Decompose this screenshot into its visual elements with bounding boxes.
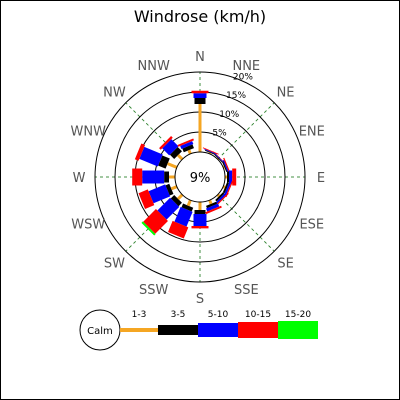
legend-swatch-1-3 [120,328,158,332]
bar-se-5-10 [215,192,227,204]
bar-sw-10-15 [143,209,168,234]
bar-nw-3-5 [169,146,182,159]
direction-label-ese: ESE [299,217,324,232]
direction-label-n: N [195,50,205,65]
ring-circle [94,71,306,283]
legend-label-10-15: 10-15 [245,310,271,320]
bar-nw-5-10 [162,139,179,156]
direction-label-e: E [317,171,325,186]
calm-circle [174,151,226,203]
bar-nnw-5-10 [180,141,194,149]
bar-sse-10-15 [205,205,222,215]
bar-sse-3-5 [206,201,218,209]
direction-label-sw: SW [104,257,125,272]
legend-swatch-15-20 [278,321,318,339]
bar-wsw-1-3 [170,185,178,191]
bar-nnw-3-5 [182,144,194,153]
legend-label-1-3: 1-3 [132,310,147,320]
legend-label-5-10: 5-10 [208,310,229,320]
bar-sw-5-10 [157,197,180,220]
direction-label-se: SE [277,257,293,272]
direction-label-ene: ENE [299,125,325,140]
bar-nw-10-15 [159,136,173,150]
legend-label-15-20: 15-20 [285,310,311,320]
ring-label: 5% [212,129,227,139]
bar-sse-1-3 [208,199,213,205]
bar-sw-1-3 [177,193,184,200]
direction-label-s: S [196,292,204,307]
bar-nnw-1-3 [187,149,192,155]
legend-swatch-3-5 [158,325,198,335]
bar-sw-15-20 [141,221,156,236]
bar-ssw-10-15 [168,220,189,239]
bar-sw-3-5 [170,195,182,207]
ring-label: 15% [226,91,246,101]
direction-label-wnw: WNW [70,125,106,140]
bar-wnw-10-15 [134,143,146,161]
direction-label-ne: NE [277,85,295,100]
bar-ssw-1-3 [186,199,192,207]
bar-ne-5-10 [214,153,224,163]
legend-swatch-10-15 [238,322,278,338]
legend-label-3-5: 3-5 [171,310,186,320]
direction-label-nw: NW [103,85,126,100]
bar-wsw-3-5 [165,183,174,196]
bar-se-10-15 [215,192,229,206]
bar-nw-1-3 [177,154,184,161]
bar-ese-3-5 [222,182,229,194]
direction-label-nnw: NNW [138,59,170,74]
labels-layer: N NNE NE ENE E ESE SE SSE S SSW SW WSW W WNW NW NNW 5% 10… [70,50,325,307]
bar-se-3-5 [215,192,225,202]
bar-nnw-10-15 [177,138,194,147]
direction-label-w: W [73,171,86,186]
ring-label: 10% [219,110,239,120]
bar-wnw-1-3 [167,162,178,169]
bar-ne-3-5 [214,154,223,163]
direction-label-nne: NNE [232,59,260,74]
bar-ese-5-10 [224,182,232,195]
bar-sse-5-10 [206,203,220,212]
direction-label-wsw: WSW [71,217,105,232]
calm-percent: 9% [190,171,211,186]
bars-layer [132,90,237,239]
legend-calm-label: Calm [87,326,113,337]
bar-wnw-5-10 [139,146,163,167]
bar-ssw-3-5 [181,203,194,212]
spoke-line [217,102,275,160]
spoke-line [217,194,275,252]
direction-label-ssw: SSW [139,283,169,298]
bar-wnw-3-5 [158,155,170,169]
direction-label-sse: SSE [234,283,259,298]
ring-label: 20% [233,72,253,82]
chart-title: Windrose (km/h) [134,7,266,26]
legend-swatch-5-10 [198,323,238,337]
legend: Calm 1-3 3-5 5-10 10-15 15-20 [79,309,318,351]
bar-wsw-5-10 [148,184,171,204]
bar-ssw-5-10 [174,206,193,227]
bar-wsw-10-15 [138,189,155,209]
